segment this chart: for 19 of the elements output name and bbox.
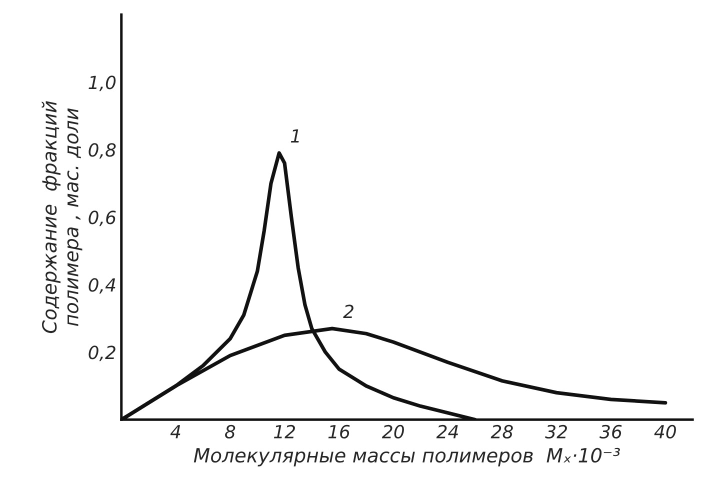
- x-tick-label: 32: [545, 424, 567, 439]
- x-tick-label: 4: [170, 425, 180, 438]
- y-tick-label: 1,0: [88, 76, 116, 92]
- y-tick-label: 0,6: [88, 210, 116, 226]
- y-axis-title: Содержание фракций полимера , мас. доли: [42, 101, 82, 334]
- x-tick-label: 12: [274, 424, 295, 438]
- series-label: 2: [343, 304, 354, 318]
- x-axis-title: Молекулярные массы полимеров Mₓ·10⁻³: [194, 448, 620, 466]
- x-tick-label: 20: [382, 424, 404, 439]
- series-label: 1: [290, 129, 299, 143]
- x-tick-label: 28: [490, 424, 513, 439]
- x-tick-label: 40: [654, 424, 676, 439]
- y-tick-label: 0,2: [88, 346, 116, 362]
- x-tick-label: 16: [328, 424, 350, 439]
- y-tick-label: 0,8: [88, 143, 116, 159]
- x-tick-label: 24: [436, 424, 458, 438]
- x-tick-label: 8: [225, 424, 236, 439]
- y-tick-label: 0,4: [88, 278, 116, 294]
- x-tick-label: 36: [600, 424, 622, 439]
